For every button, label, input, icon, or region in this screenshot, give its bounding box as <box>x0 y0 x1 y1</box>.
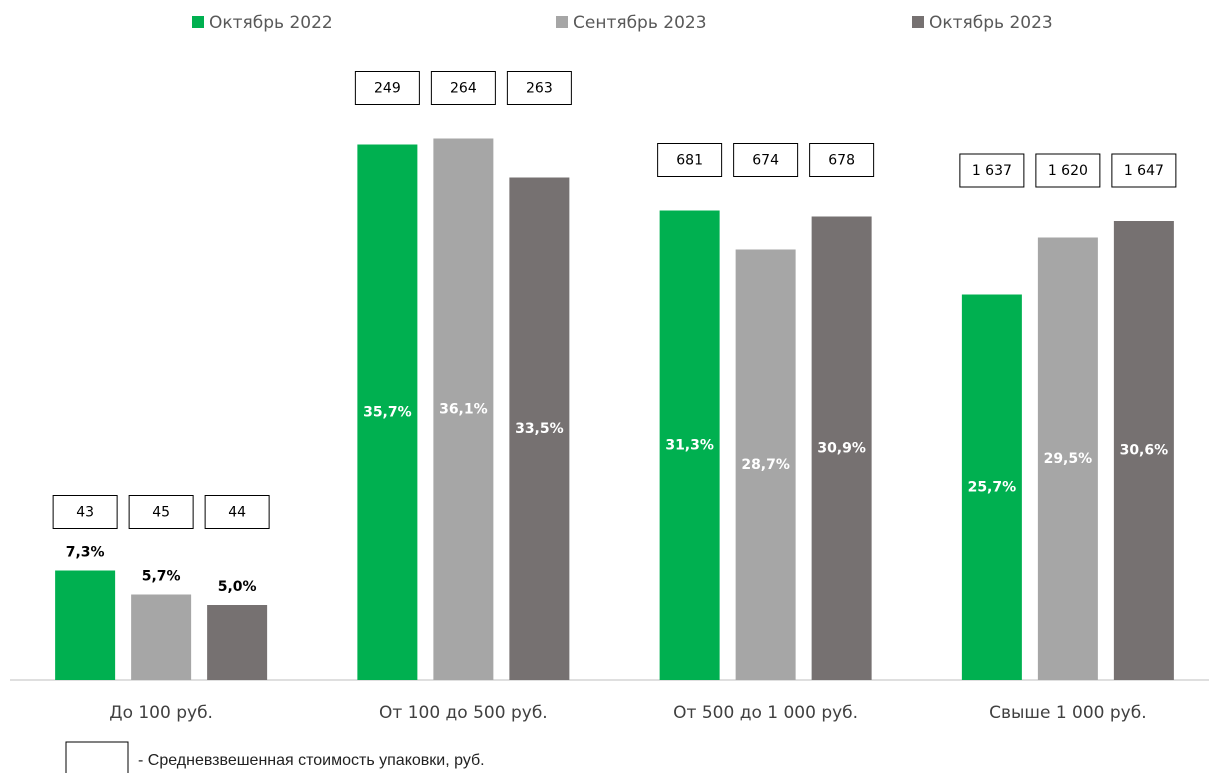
bar <box>433 138 494 680</box>
price-box <box>809 143 875 177</box>
price-box <box>354 71 420 105</box>
price-label: 1 637 <box>972 163 1012 179</box>
bar <box>207 605 268 680</box>
legend-label: Октябрь 2023 <box>929 13 1053 33</box>
price-box <box>733 143 799 177</box>
legend-label: Сентябрь 2023 <box>573 13 707 33</box>
bar <box>735 249 796 680</box>
data-label: 7,3% <box>66 545 105 561</box>
price-label: 1 647 <box>1124 163 1164 179</box>
price-box <box>52 495 118 529</box>
price-box <box>1035 153 1101 188</box>
price-label: 44 <box>228 505 246 521</box>
bar <box>961 294 1022 680</box>
price-label: 45 <box>152 505 170 521</box>
price-box <box>204 495 270 529</box>
price-label: 678 <box>828 153 855 169</box>
bar <box>1113 221 1174 680</box>
note: - Средневзвешенная стоимость упаковки, р… <box>138 752 485 769</box>
bar <box>131 594 192 680</box>
data-label: 25,7% <box>968 479 1017 495</box>
data-label: 35,7% <box>363 404 412 420</box>
bar <box>357 144 418 680</box>
x-tick-label: Свыше 1 000 руб. <box>989 703 1147 723</box>
price-label: 1 620 <box>1048 163 1088 179</box>
x-tick-label: От 100 до 500 руб. <box>379 703 548 723</box>
data-label: 5,7% <box>142 569 181 585</box>
price-label: 681 <box>676 153 703 169</box>
price-box <box>506 71 572 105</box>
bar <box>55 570 116 680</box>
price-label: 674 <box>752 153 779 169</box>
legend-swatch <box>912 16 924 28</box>
data-label: 5,0% <box>218 579 257 595</box>
data-label: 33,5% <box>515 421 564 437</box>
data-label: 36,1% <box>439 401 488 417</box>
price-label: 263 <box>526 81 553 97</box>
data-label: 29,5% <box>1044 451 1093 467</box>
price-box <box>430 71 496 105</box>
price-box <box>657 143 723 177</box>
legend-swatch <box>192 16 204 28</box>
bar <box>1037 237 1098 680</box>
data-label: 28,7% <box>741 457 790 473</box>
price-box <box>1111 153 1177 188</box>
price-box <box>128 495 194 529</box>
data-label: 30,6% <box>1120 443 1169 459</box>
legend-swatch <box>556 16 568 28</box>
data-label: 30,9% <box>817 440 866 456</box>
bar <box>659 210 720 680</box>
price-label: 264 <box>450 81 477 97</box>
data-label: 31,3% <box>665 437 714 453</box>
bar <box>509 177 570 680</box>
x-tick-label: От 500 до 1 000 руб. <box>673 703 858 723</box>
note-box <box>65 741 129 773</box>
price-label: 249 <box>374 81 401 97</box>
price-label: 43 <box>76 505 94 521</box>
x-tick-label: До 100 руб. <box>109 703 213 723</box>
legend-label: Октябрь 2022 <box>209 13 333 33</box>
price-box <box>959 153 1025 188</box>
bar <box>811 216 872 680</box>
